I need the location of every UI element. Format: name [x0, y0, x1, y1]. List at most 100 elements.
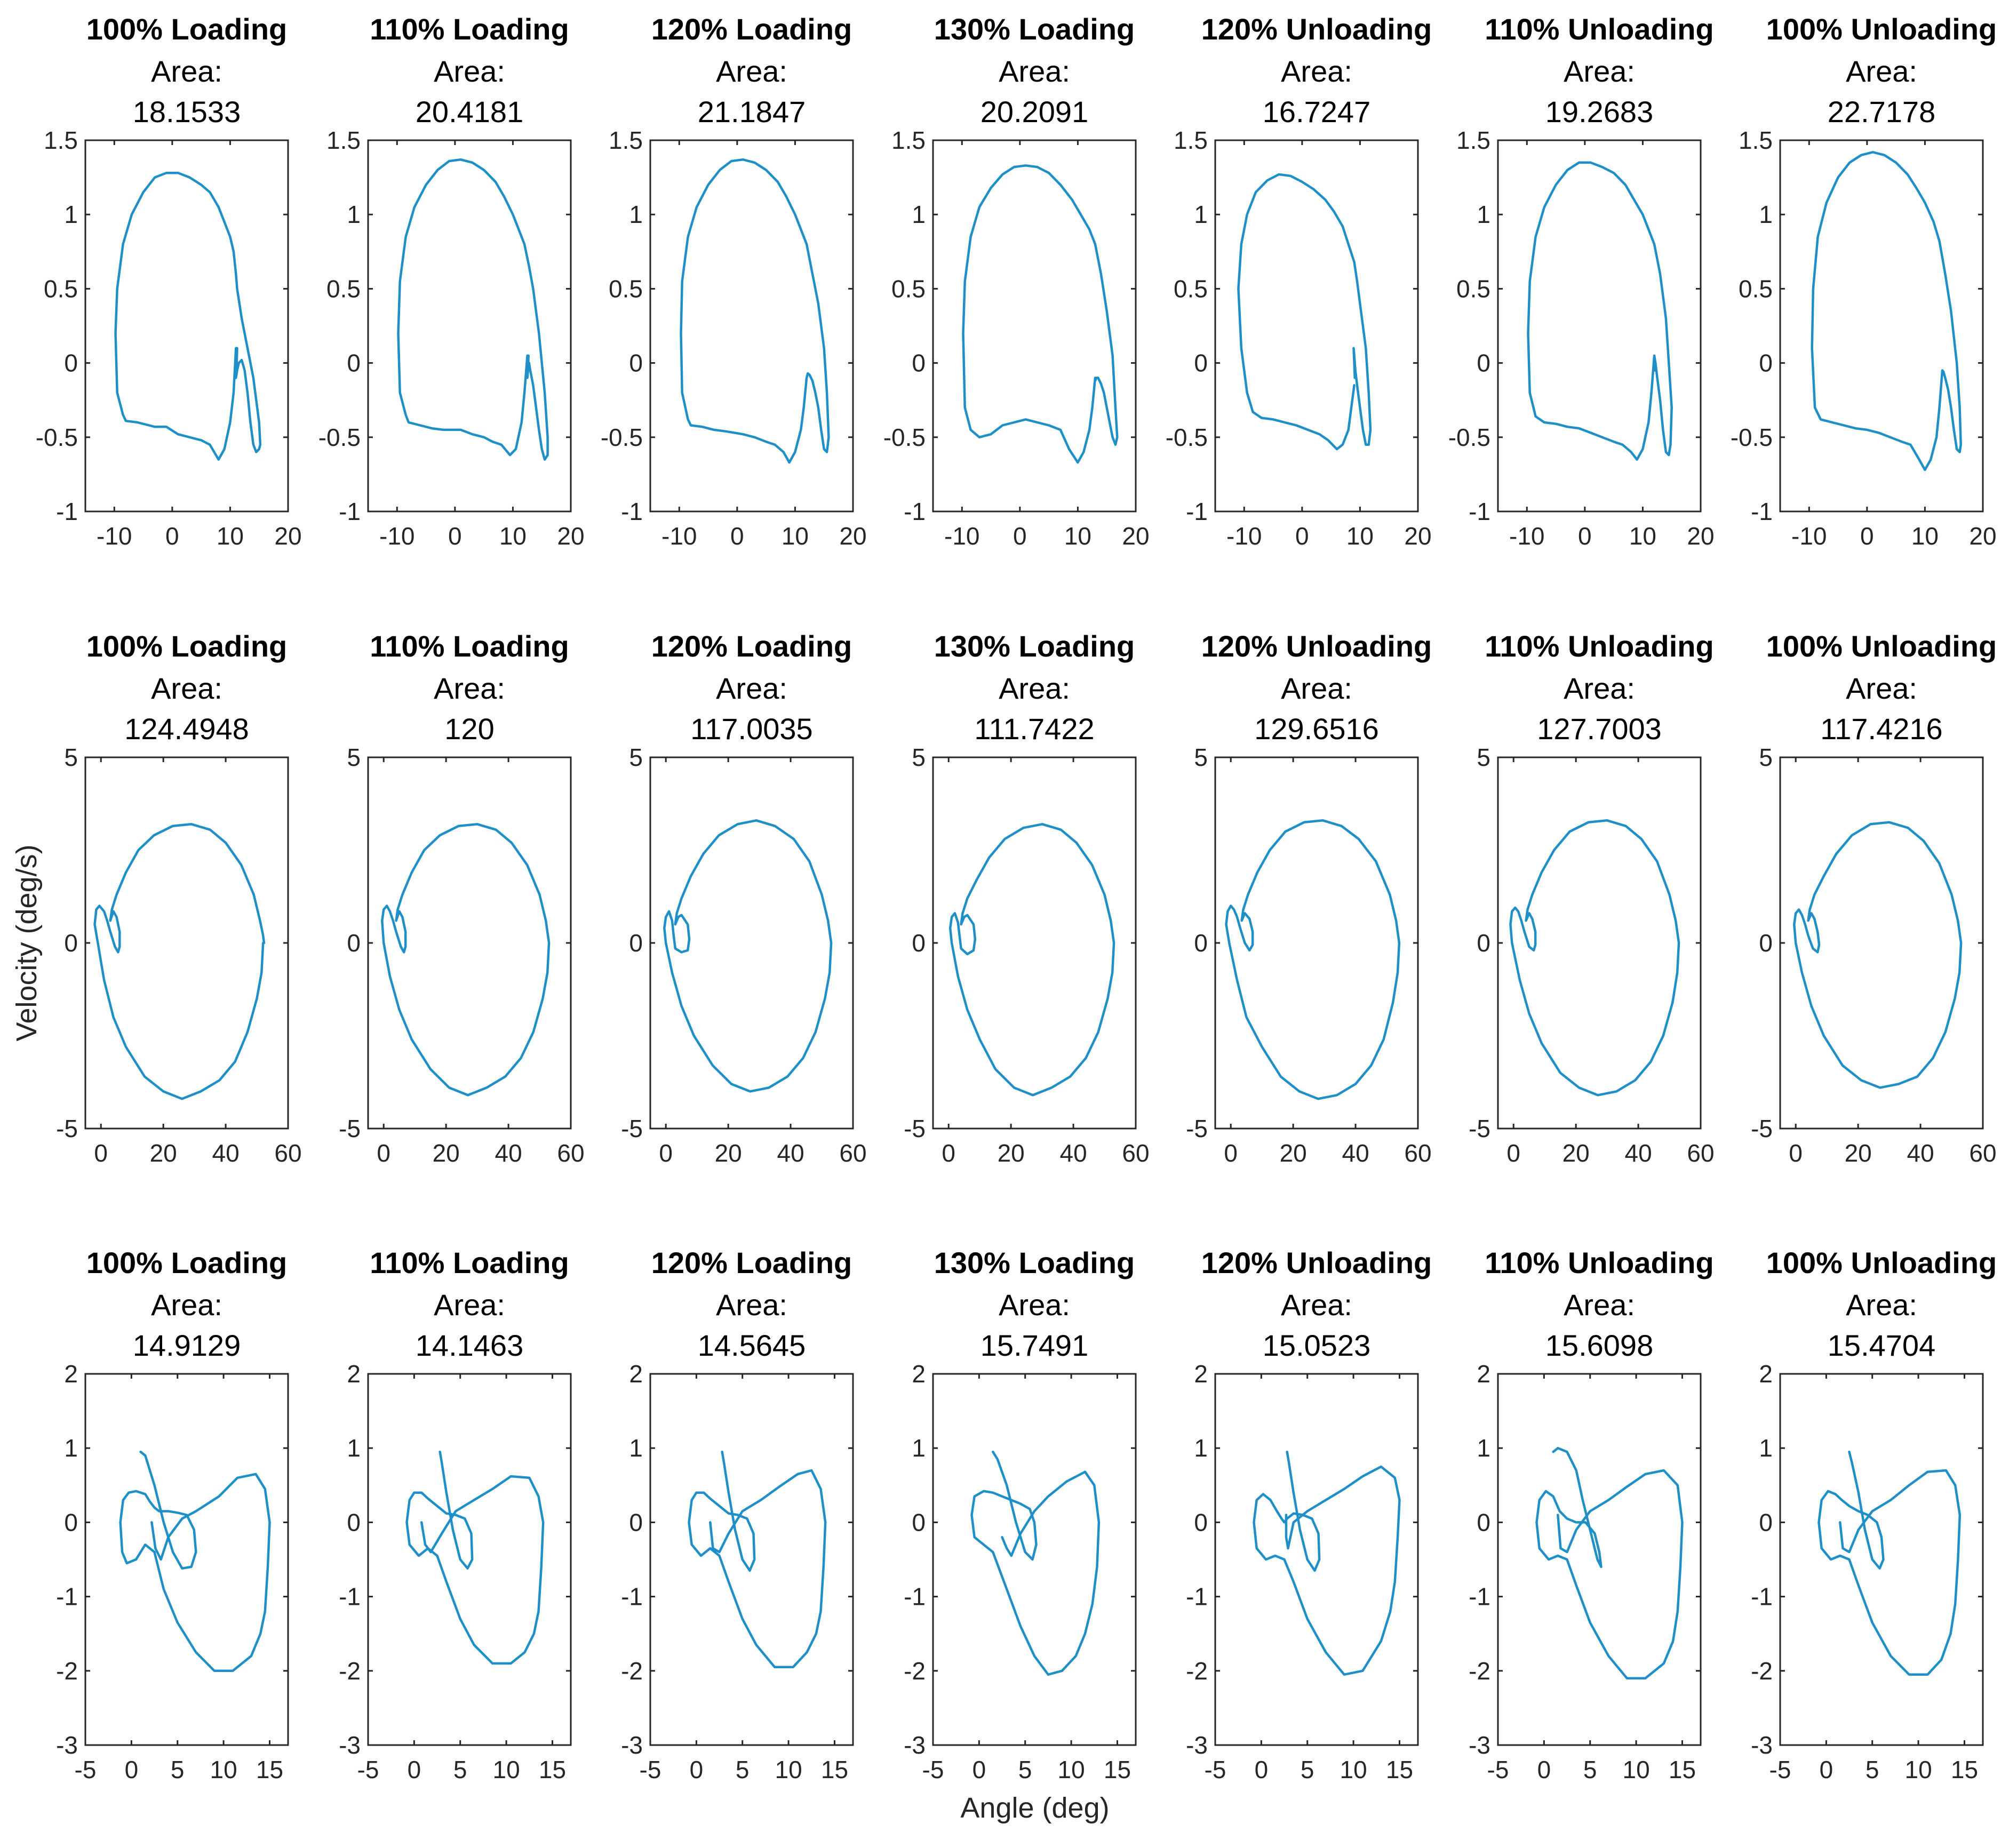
y-tick-label: -5 [1751, 1115, 1773, 1142]
area-label: Area: [1564, 671, 1635, 705]
axes-box [1779, 1373, 1984, 1746]
x-tick-label: 60 [274, 1139, 301, 1167]
y-tick-label: 1.5 [1456, 126, 1490, 154]
y-tick-label: -1 [1751, 498, 1773, 525]
x-tick-label: 10 [1911, 522, 1939, 550]
phase-curve [1225, 819, 1401, 1100]
y-tick-label: -0.5 [883, 423, 926, 451]
axes-box [367, 139, 572, 513]
x-tick-label: -5 [357, 1756, 379, 1783]
y-tick-label: -1 [56, 498, 78, 525]
x-tick-label: 60 [1969, 1139, 1996, 1167]
y-tick-label: 1 [347, 201, 361, 228]
phase-curve [397, 158, 549, 461]
subplot-title: 110% Loading [370, 1246, 569, 1279]
y-tick-label: 0 [64, 1508, 78, 1536]
area-label: Area: [151, 54, 222, 88]
y-tick-label: 5 [912, 743, 926, 771]
subplot-title: 110% Unloading [1485, 12, 1713, 46]
subplot: 110% Loading Area: 120 0 20 40 60 -5 0 5 [339, 629, 584, 1167]
area-value: 117.0035 [690, 712, 812, 746]
y-tick-label: 2 [912, 1360, 926, 1388]
x-tick-label: 0 [1789, 1139, 1803, 1167]
area-value: 120 [444, 712, 494, 746]
x-tick-label: 0 [1820, 1756, 1833, 1783]
y-tick-label: 5 [1194, 743, 1208, 771]
x-tick-label: 0 [1224, 1139, 1238, 1167]
y-tick-label: 1.5 [44, 126, 78, 154]
subplot-title: 110% Loading [370, 12, 569, 46]
y-tick-label: -2 [339, 1657, 361, 1685]
y-tick-label: 1 [1194, 201, 1208, 228]
y-tick-label: 0.5 [891, 275, 926, 302]
y-tick-label: -2 [1186, 1657, 1208, 1685]
y-tick-label: 0 [1194, 929, 1208, 957]
x-tick-label: 20 [1845, 1139, 1872, 1167]
subplot: 130% Loading Area: 111.7422 0 20 40 60 -5 0 5 [904, 629, 1149, 1167]
y-tick-label: 0 [629, 349, 643, 377]
y-tick-label: 0 [64, 349, 78, 377]
axes-box [932, 1373, 1137, 1746]
subplot: 100% Unloading Area: 117.4216 0 20 40 60 -5 0 5 [1751, 629, 1997, 1167]
x-tick-label: 10 [1629, 522, 1656, 550]
y-tick-label: 5 [347, 743, 361, 771]
x-tick-label: 0 [1255, 1756, 1269, 1783]
phase-curve [1535, 1446, 1684, 1679]
y-tick-label: 0 [64, 929, 78, 957]
x-tick-label: 10 [499, 522, 527, 550]
x-tick-label: 5 [1866, 1756, 1879, 1783]
y-tick-label: 1 [1477, 201, 1490, 228]
x-tick-label: -5 [640, 1756, 661, 1783]
x-tick-label: 40 [1624, 1139, 1652, 1167]
x-tick-label: 5 [1301, 1756, 1314, 1783]
phase-curve [1509, 819, 1680, 1097]
x-tick-label: 20 [839, 522, 866, 550]
y-tick-label: 5 [629, 743, 643, 771]
y-tick-label: -2 [1751, 1657, 1773, 1685]
y-tick-label: -1 [1751, 1583, 1773, 1611]
y-tick-label: -5 [1186, 1115, 1208, 1142]
subplot-title: 100% Unloading [1766, 12, 1997, 46]
phase-curve [381, 823, 551, 1097]
area-value: 19.2683 [1545, 95, 1653, 129]
x-tick-label: 10 [782, 522, 809, 550]
x-tick-label: 0 [942, 1139, 955, 1167]
x-tick-label: 10 [775, 1756, 802, 1783]
subplot-title: 120% Unloading [1201, 12, 1432, 46]
subplot-title: 120% Loading [651, 1246, 852, 1279]
area-value: 20.4181 [416, 95, 523, 129]
y-tick-label: 0 [912, 929, 926, 957]
y-tick-label: 0.5 [44, 275, 78, 302]
y-tick-label: -5 [904, 1115, 926, 1142]
y-tick-label: 1.5 [1739, 126, 1773, 154]
subplot-title: 110% Loading [370, 629, 569, 663]
x-tick-label: 60 [1687, 1139, 1714, 1167]
y-tick-label: -1 [1186, 498, 1208, 525]
x-axis-label: Angle (deg) [960, 1792, 1109, 1824]
y-tick-label: 0.5 [1456, 275, 1490, 302]
x-tick-label: 10 [1346, 522, 1374, 550]
y-tick-label: -2 [904, 1657, 926, 1685]
x-tick-label: 5 [736, 1756, 750, 1783]
x-tick-label: 20 [1280, 1139, 1307, 1167]
area-value: 21.1847 [698, 95, 806, 129]
y-tick-label: -5 [621, 1115, 643, 1142]
x-tick-label: 20 [1122, 522, 1149, 550]
y-tick-label: -3 [621, 1731, 643, 1759]
area-value: 15.7491 [980, 1329, 1088, 1362]
y-tick-label: 0.5 [1739, 275, 1773, 302]
y-tick-label: 5 [1759, 743, 1773, 771]
y-tick-label: -0.5 [36, 423, 78, 451]
x-tick-label: 5 [1583, 1756, 1597, 1783]
y-tick-label: 2 [64, 1360, 78, 1388]
area-label: Area: [716, 1288, 787, 1322]
x-tick-label: -10 [944, 522, 979, 550]
y-tick-label: 1 [1194, 1434, 1208, 1462]
x-tick-label: -5 [1769, 1756, 1791, 1783]
phase-curve [1527, 161, 1673, 461]
area-label: Area: [1281, 671, 1352, 705]
y-tick-label: 2 [347, 1360, 361, 1388]
